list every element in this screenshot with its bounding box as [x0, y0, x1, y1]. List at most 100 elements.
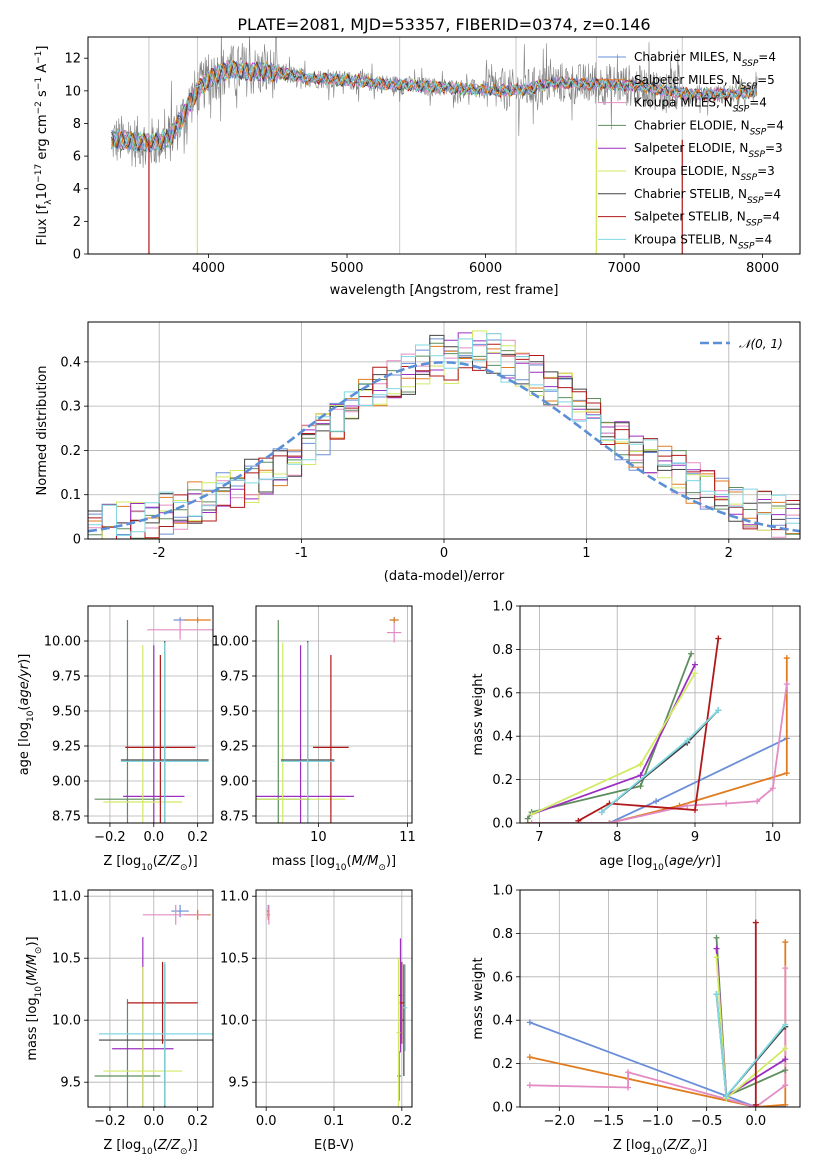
y-tick-label: 9.75 — [220, 670, 249, 685]
axes-frame — [87, 889, 214, 1108]
errorbar-point — [256, 645, 355, 823]
weight-marker — [782, 1067, 789, 1074]
x-tick-label: 8 — [613, 830, 621, 845]
weight-marker — [752, 919, 759, 926]
y-tick-label: 0.8 — [492, 643, 513, 658]
y-tick-label: 10.5 — [220, 952, 249, 967]
weight-marker — [783, 655, 790, 662]
y-tick-label: 9.50 — [220, 705, 249, 720]
weight-marker — [769, 785, 776, 792]
panel-weight-vs-age: 7 8 9 10 0.0 0.2 0.4 0.6 0.8 1.0 age [log10(age/yr… — [471, 600, 801, 873]
axes-frame — [255, 889, 413, 1108]
x-tick-label: 0.2 — [187, 1114, 208, 1129]
legend-label: Chabrier MILES, NSSP=4 — [634, 50, 776, 69]
x-tick-label: 0.0 — [256, 1114, 277, 1129]
y-tick-label: 0.0 — [492, 1101, 513, 1116]
weight-marker — [528, 811, 535, 818]
x-tick-label: 10 — [310, 830, 327, 845]
errorbar-point — [125, 655, 196, 823]
x-tick-label: 0.0 — [143, 1114, 164, 1129]
x-tick-label: 8000 — [746, 261, 779, 276]
x-tick-label: −1.0 — [642, 1114, 674, 1129]
weight-marker — [625, 1069, 632, 1076]
y-tick-label: 1.0 — [492, 884, 513, 899]
x-tick-label: -2 — [153, 546, 166, 561]
weight-marker — [526, 1082, 533, 1089]
plot-area — [524, 635, 790, 823]
x-axis-label: wavelength [Angstrom, rest frame] — [330, 283, 559, 298]
x-tick-label: −0.2 — [94, 1114, 126, 1129]
plot-area — [88, 330, 800, 539]
legend-label: Kroupa ELODIE, NSSP=3 — [634, 164, 775, 183]
x-tick-label: 2 — [725, 546, 733, 561]
x-tick-label: 11 — [399, 830, 416, 845]
weight-marker — [783, 681, 790, 688]
weight-marker — [782, 1056, 789, 1063]
weight-marker — [606, 820, 613, 823]
errorbar-point — [98, 961, 213, 1106]
plot-area — [526, 919, 789, 1107]
y-tick-label: 10 — [64, 84, 81, 99]
weight-marker — [692, 661, 698, 668]
weight-marker — [684, 802, 691, 809]
weight-marker — [713, 945, 720, 952]
x-tick-label: 0.0 — [143, 830, 164, 845]
y-axis-label: mass weight — [471, 957, 486, 1039]
x-tick-label: 7 — [535, 830, 543, 845]
x-tick-label: 10 — [765, 830, 782, 845]
errorbar-point — [94, 999, 161, 1107]
x-axis-label: Z [log10(Z/Z⊙)] — [103, 854, 197, 873]
x-axis-label: mass [log10(M/M⊙)] — [272, 854, 396, 873]
weight-marker — [637, 761, 644, 768]
y-tick-label: 9.25 — [52, 740, 81, 755]
x-tick-label: 1 — [582, 546, 590, 561]
figure-title: PLATE=2081, MJD=53357, FIBERID=0374, z=0… — [237, 15, 650, 34]
weight-marker — [528, 820, 535, 823]
errorbar-point — [120, 642, 209, 823]
y-axis-label: mass weight — [471, 673, 486, 755]
x-tick-label: 0 — [440, 546, 448, 561]
panel-age-vs-Z: −0.2 0.0 0.2 8.75 9.00 9.25 9.50 9.75 10.00 Z [lo… — [17, 605, 214, 873]
errorbar-point — [387, 622, 402, 643]
y-tick-label: 8.75 — [52, 810, 81, 825]
x-tick-label: 0.2 — [391, 1114, 412, 1129]
x-tick-label: 5000 — [330, 261, 363, 276]
panel-mass-vs-EBV: 0.0 0.1 0.2 9.5 10.0 10.5 11.0 E(B-V) — [220, 889, 413, 1153]
y-tick-label: 9.00 — [220, 775, 249, 790]
weight-marker — [625, 1084, 632, 1091]
errorbar-point — [123, 645, 185, 823]
panel-spectrum: 4000 5000 6000 7000 8000 0 2 4 6 8 10 12 Chabrier MI… — [34, 36, 801, 298]
x-tick-label: −0.5 — [691, 1114, 723, 1129]
plot-area — [256, 617, 402, 823]
y-tick-label: 10.0 — [220, 1014, 249, 1029]
y-tick-label: 0.2 — [492, 1057, 513, 1072]
y-tick-label: 0.1 — [60, 488, 81, 503]
weight-marker — [524, 815, 531, 822]
plot-area — [266, 904, 408, 1107]
errorbar-point — [184, 617, 211, 623]
errorbar-point — [127, 961, 198, 1044]
y-axis-label: Normed distribution — [35, 366, 50, 496]
errorbar-point — [94, 620, 161, 823]
weight-marker — [713, 954, 720, 961]
x-tick-label: 0.2 — [187, 830, 208, 845]
weight-marker — [754, 798, 761, 805]
legend-label: Salpeter STELIB, NSSP=4 — [634, 210, 780, 229]
legend-label: 𝒩(0, 1) — [739, 337, 783, 351]
y-tick-label: 0.4 — [60, 355, 81, 370]
legend-label: Chabrier ELODIE, NSSP=4 — [634, 118, 784, 137]
y-tick-label: 8 — [73, 117, 81, 132]
errorbar-point — [256, 642, 346, 823]
weight-line — [715, 957, 786, 1101]
errorbar-point — [267, 904, 271, 925]
legend-label: Kroupa MILES, NSSP=4 — [634, 96, 767, 115]
x-tick-label: 9 — [691, 830, 699, 845]
x-tick-label: -1 — [295, 546, 308, 561]
residual-histogram — [88, 343, 800, 539]
x-tick-label: 6000 — [469, 261, 502, 276]
weight-marker — [713, 934, 720, 941]
weight-marker — [723, 800, 730, 807]
y-tick-label: 0.4 — [492, 730, 513, 745]
